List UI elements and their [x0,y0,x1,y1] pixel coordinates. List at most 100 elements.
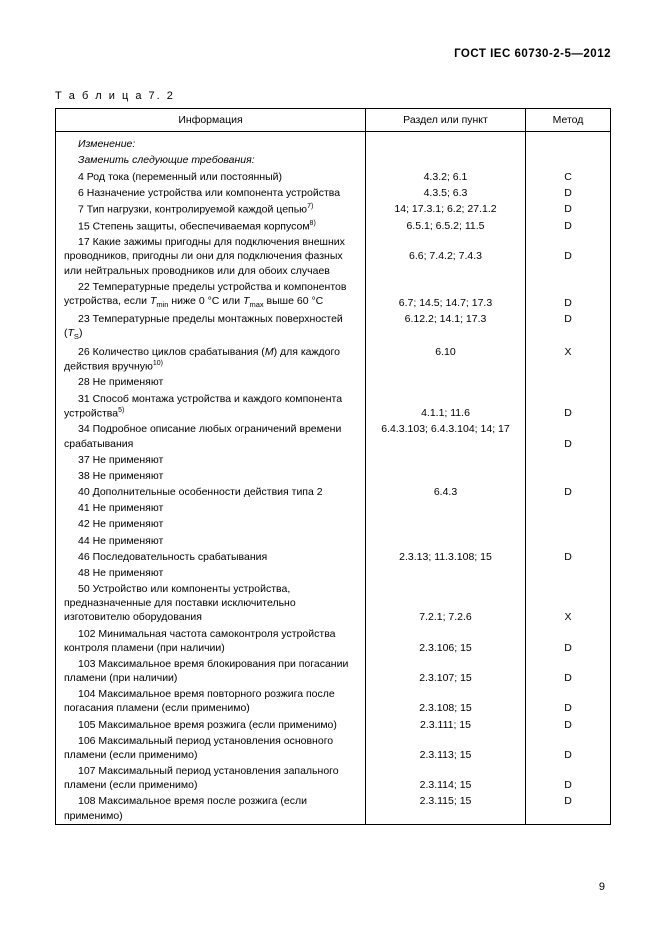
cell-info: 106 Максимальный период установления осн… [56,733,366,763]
cell-section: 6.4.3 [366,484,526,500]
cell-section: 6.12.2; 14.1; 17.3 [366,311,526,343]
table-row: 42 Не применяют [56,516,611,532]
cell-info: 28 Не применяют [56,374,366,390]
cell-section: 6.4.3.103; 6.4.3.104; 14; 17 [366,421,526,451]
cell-info: 107 Максимальный период установления зап… [56,763,366,793]
cell-method: D [526,484,611,500]
cell-info: 108 Максимальное время после розжига (ес… [56,793,366,824]
table-row: 34 Подробное описание любых ограничений … [56,421,611,451]
cell-section: 2.3.114; 15 [366,763,526,793]
table-row: 46 Последовательность срабатывания2.3.13… [56,549,611,565]
cell-info: 37 Не применяют [56,452,366,468]
table-row: 7 Тип нагрузки, контролируемой каждой це… [56,201,611,218]
col-section: Раздел или пункт [366,109,526,132]
cell-info: 105 Максимальное время розжига (если при… [56,717,366,733]
cell-section: 2.3.111; 15 [366,717,526,733]
table-row: 17 Какие зажимы пригодны для подключения… [56,234,611,279]
cell-method [526,374,611,390]
cell-info: 6 Назначение устройства или компонента у… [56,185,366,201]
cell-section [366,468,526,484]
cell-info: Заменить следующие требования: [56,152,366,168]
cell-section: 2.3.106; 15 [366,626,526,656]
cell-section [366,136,526,152]
cell-method: D [526,311,611,343]
cell-section: 6.5.1; 6.5.2; 11.5 [366,218,526,235]
table-row: 38 Не применяют [56,468,611,484]
table-row: 103 Максимальное время блокирования при … [56,656,611,686]
cell-info: 23 Температурные пределы монтажных повер… [56,311,366,343]
table-row: 40 Дополнительные особенности действия т… [56,484,611,500]
cell-method: D [526,185,611,201]
standards-table: Информация Раздел или пункт Метод Измене… [55,108,611,825]
cell-section: 4.1.1; 11.6 [366,391,526,422]
cell-section [366,533,526,549]
table-row: 50 Устройство или компоненты устройства,… [56,581,611,626]
cell-method [526,500,611,516]
cell-method: C [526,169,611,185]
cell-section: 6.7; 14.5; 14.7; 17.3 [366,279,526,311]
cell-info: 7 Тип нагрузки, контролируемой каждой це… [56,201,366,218]
cell-info: 40 Дополнительные особенности действия т… [56,484,366,500]
cell-section [366,152,526,168]
table-row: 23 Температурные пределы монтажных повер… [56,311,611,343]
cell-method [526,468,611,484]
cell-info: 104 Максимальное время повторного розжиг… [56,686,366,716]
table-row: 41 Не применяют [56,500,611,516]
cell-section [366,565,526,581]
cell-method: D [526,733,611,763]
cell-info: 22 Температурные пределы устройства и ко… [56,279,366,311]
cell-section: 2.3.113; 15 [366,733,526,763]
cell-method [526,565,611,581]
cell-method: D [526,549,611,565]
cell-section: 4.3.2; 6.1 [366,169,526,185]
cell-method [526,152,611,168]
col-method: Метод [526,109,611,132]
table-row: 31 Способ монтажа устройства и каждого к… [56,391,611,422]
cell-method: D [526,656,611,686]
table-row: 102 Минимальная частота самоконтроля уст… [56,626,611,656]
table-row: 48 Не применяют [56,565,611,581]
cell-method: X [526,344,611,375]
table-row: 26 Количество циклов срабатывания (M) дл… [56,344,611,375]
cell-method: D [526,626,611,656]
cell-method: D [526,793,611,824]
table-label: Т а б л и ц а 7. 2 [55,90,611,102]
cell-info: 48 Не применяют [56,565,366,581]
cell-method: D [526,686,611,716]
cell-section: 2.3.107; 15 [366,656,526,686]
table-row: 37 Не применяют [56,452,611,468]
cell-method: D [526,279,611,311]
cell-info: 103 Максимальное время блокирования при … [56,656,366,686]
cell-method: D [526,763,611,793]
cell-section: 2.3.108; 15 [366,686,526,716]
col-info: Информация [56,109,366,132]
cell-method: X [526,581,611,626]
cell-section [366,374,526,390]
cell-info: 102 Минимальная частота самоконтроля уст… [56,626,366,656]
cell-section: 4.3.5; 6.3 [366,185,526,201]
cell-info: 41 Не применяют [56,500,366,516]
cell-section [366,452,526,468]
cell-info: 34 Подробное описание любых ограничений … [56,421,366,451]
cell-info: 26 Количество циклов срабатывания (M) дл… [56,344,366,375]
table-row: 22 Температурные пределы устройства и ко… [56,279,611,311]
cell-method [526,452,611,468]
cell-method: D [526,421,611,451]
table-row: Заменить следующие требования: [56,152,611,168]
table-row: 104 Максимальное время повторного розжиг… [56,686,611,716]
cell-section [366,516,526,532]
cell-info: 15 Степень защиты, обеспечиваемая корпус… [56,218,366,235]
table-row: 15 Степень защиты, обеспечиваемая корпус… [56,218,611,235]
doc-header: ГОСТ IEC 60730-2-5—2012 [55,48,611,60]
page-number: 9 [599,881,605,893]
cell-info: 4 Род тока (переменный или постоянный) [56,169,366,185]
table-row: 4 Род тока (переменный или постоянный)4.… [56,169,611,185]
cell-info: 46 Последовательность срабатывания [56,549,366,565]
cell-method [526,516,611,532]
table-row: 106 Максимальный период установления осн… [56,733,611,763]
cell-method: D [526,201,611,218]
table-row: 6 Назначение устройства или компонента у… [56,185,611,201]
cell-method: D [526,717,611,733]
table-row: Изменение: [56,136,611,152]
cell-info: 42 Не применяют [56,516,366,532]
